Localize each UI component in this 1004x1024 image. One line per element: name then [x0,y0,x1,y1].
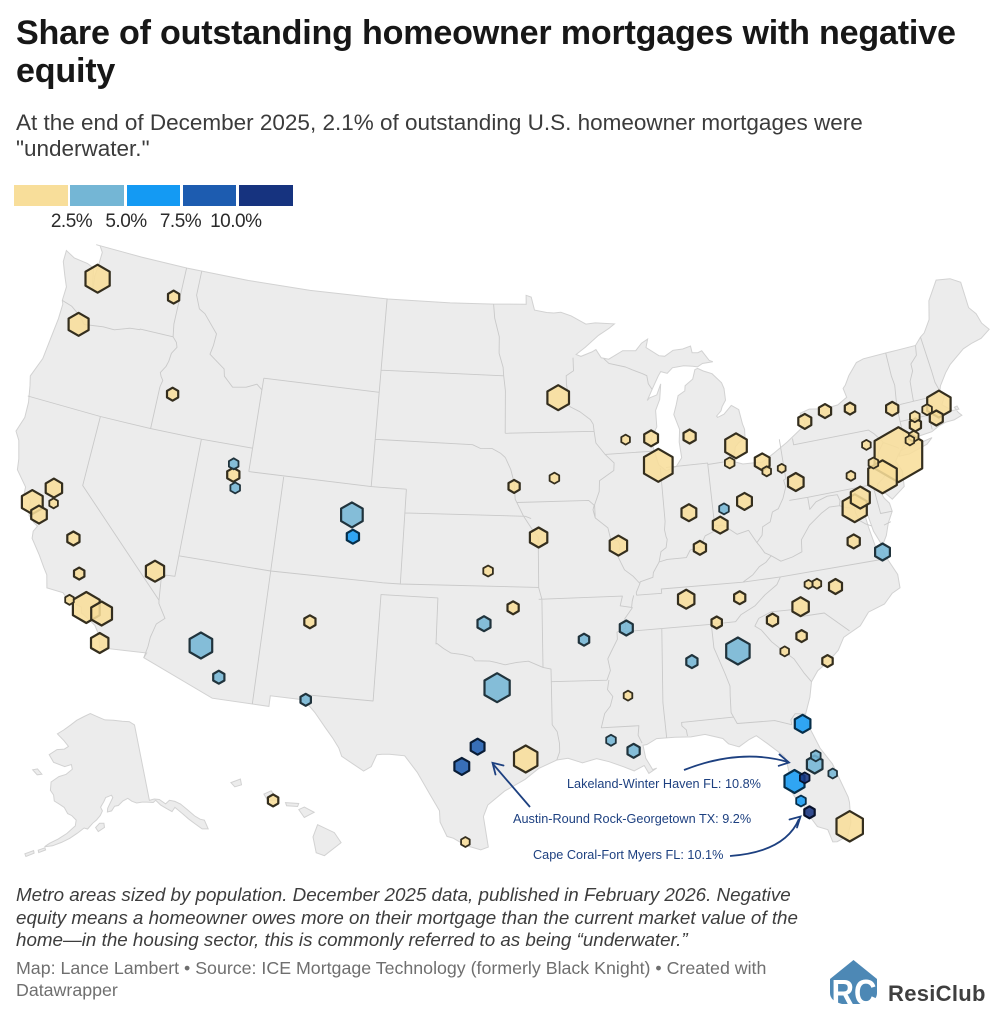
svg-text:RC: RC [832,972,877,1007]
svg-text:Austin-Round Rock-Georgetown T: Austin-Round Rock-Georgetown TX: 9.2% [513,812,751,826]
svg-text:Lakeland-Winter Haven FL: 10.8: Lakeland-Winter Haven FL: 10.8% [567,777,761,791]
svg-text:Cape Coral-Fort Myers FL: 10.1: Cape Coral-Fort Myers FL: 10.1% [533,848,723,862]
